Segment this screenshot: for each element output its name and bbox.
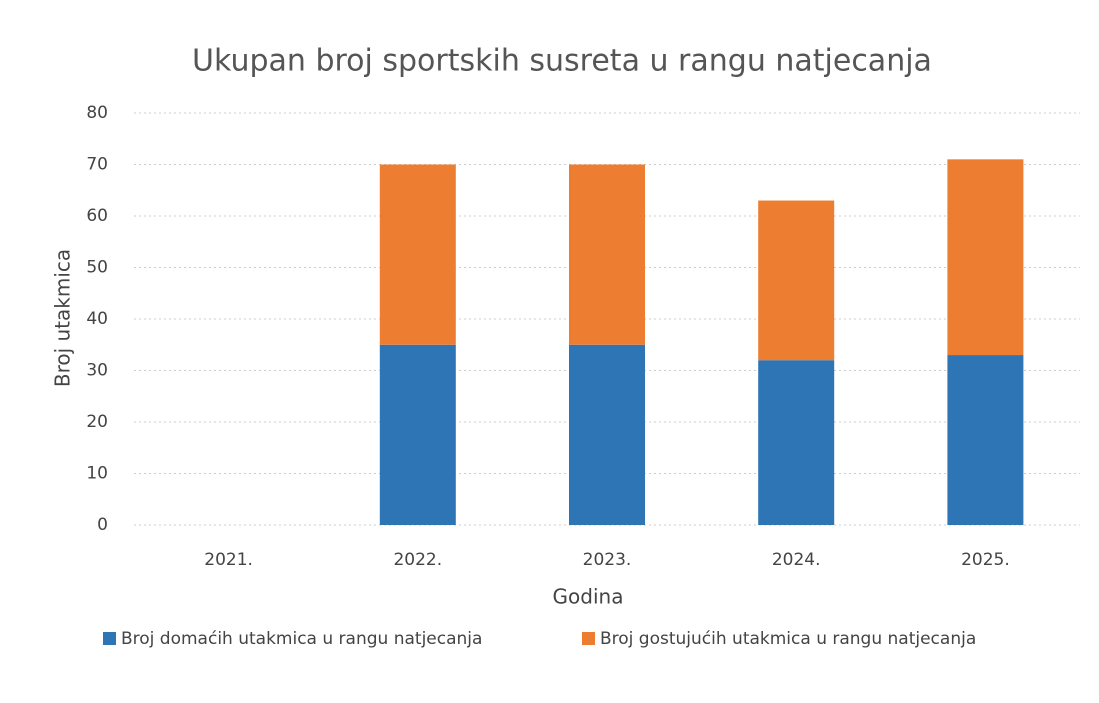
y-tick-label: 30 [86, 361, 108, 381]
bar-segment [569, 164, 645, 345]
y-tick-label: 10 [86, 464, 108, 484]
y-tick-label: 0 [97, 515, 108, 535]
bar-segment [947, 355, 1024, 525]
x-tick-label: 2025. [961, 550, 1010, 570]
bar-segment [569, 344, 645, 525]
x-tick-label: 2023. [583, 550, 632, 570]
bar-segment [379, 344, 456, 525]
x-tick-label: 2022. [393, 550, 442, 570]
y-tick-label: 20 [86, 412, 108, 432]
y-tick-label: 80 [86, 103, 108, 123]
legend-swatch [582, 632, 595, 645]
y-tick-label: 60 [86, 206, 108, 226]
chart-title: Ukupan broj sportskih susreta u rangu na… [192, 44, 932, 79]
bar-segment [379, 164, 456, 345]
x-axis-label: Godina [553, 585, 624, 609]
bar-segment [947, 159, 1024, 356]
legend-label: Broj gostujućih utakmica u rangu natjeca… [600, 629, 976, 649]
x-tick-label: 2021. [204, 550, 253, 570]
bar-segment [758, 200, 835, 361]
y-tick-label: 40 [86, 309, 108, 329]
y-axis-label: Broj utakmica [51, 249, 75, 387]
y-tick-label: 50 [86, 258, 108, 278]
legend-label: Broj domaćih utakmica u rangu natjecanja [121, 629, 482, 649]
bar-segment [758, 360, 835, 525]
y-tick-label: 70 [86, 155, 108, 175]
legend-swatch [103, 632, 116, 645]
x-tick-label: 2024. [772, 550, 821, 570]
